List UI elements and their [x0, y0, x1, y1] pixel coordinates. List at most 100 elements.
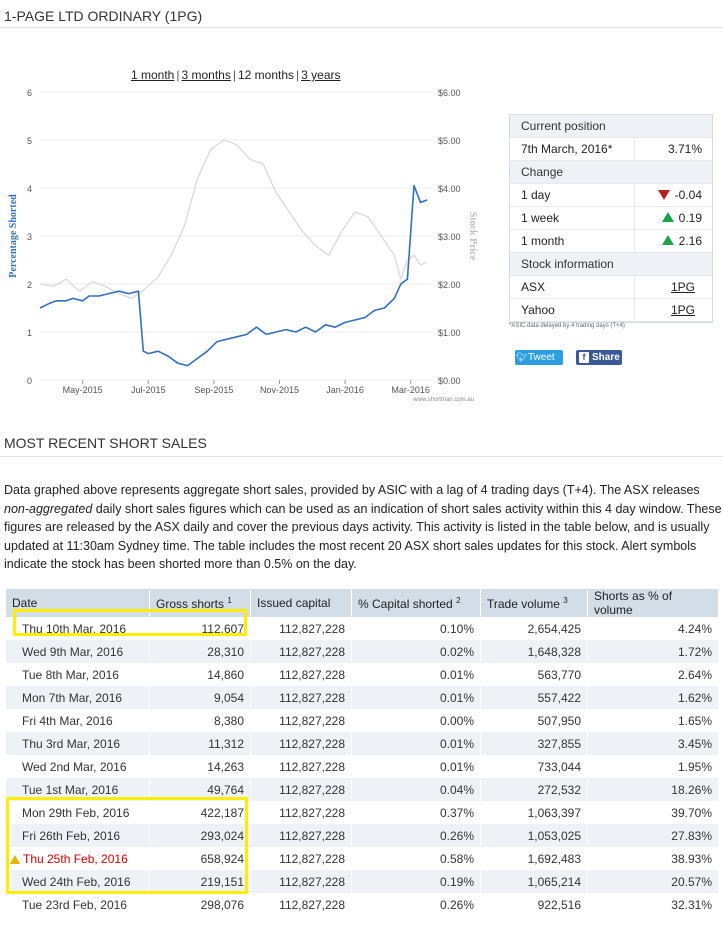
current-position-header: Current position: [510, 115, 712, 138]
issued-capital-cell: 112,827,228: [250, 709, 352, 732]
y2-tick-label: $4.00: [438, 184, 461, 194]
yahoo-link[interactable]: 1PG: [634, 298, 712, 322]
bird-icon: 🐦︎: [515, 352, 528, 362]
y-tick-label: 5: [27, 136, 32, 146]
range-link-12-months[interactable]: 12 months: [237, 68, 295, 82]
table-row: Tue 23rd Feb, 2016 298,076 112,827,228 0.26…: [6, 893, 719, 916]
y2-tick-label: $0.00: [438, 376, 461, 386]
stock-info-header: Stock information: [510, 252, 712, 276]
short-sales-table: Date Gross shorts 1 Issued capital % Cap…: [6, 589, 719, 916]
change-value-1-month: 2.16: [634, 229, 712, 253]
date-cell: Tue 8th Mar, 2016: [6, 663, 150, 686]
gross-shorts-cell: 658,924: [149, 847, 251, 870]
capital-shorted-cell: 0.04%: [351, 778, 481, 801]
gross-shorts-cell: 14,860: [149, 663, 251, 686]
shorts-pct-volume-cell: 2.64%: [587, 663, 719, 686]
table-row: Tue 1st Mar, 2016 49,764 112,827,228 0.04% 2…: [6, 778, 719, 801]
y2-axis-label: Stock Price: [467, 212, 478, 261]
change-value-1-week: 0.19: [634, 206, 712, 230]
x-tick-label: Jul-2015: [131, 385, 166, 395]
y-tick-label: 3: [27, 232, 32, 242]
change-label-1-week: 1 week: [510, 206, 635, 230]
table-row: Mon 7th Mar, 2016 9,054 112,827,228 0.01% 55…: [6, 686, 719, 709]
date-cell: Wed 2nd Mar, 2016: [6, 755, 150, 778]
y2-tick-label: $1.00: [438, 328, 461, 338]
issued-capital-cell: 112,827,228: [250, 847, 352, 870]
section-divider: [0, 456, 723, 457]
capital-shorted-cell: 0.00%: [351, 709, 481, 732]
table-row: Tue 8th Mar, 2016 14,860 112,827,228 0.01% 5…: [6, 663, 719, 686]
range-separator: |: [296, 68, 300, 82]
trade-volume-cell: 272,532: [480, 778, 588, 801]
gross-shorts-cell: 9,054: [149, 686, 251, 709]
date-cell: Tue 23rd Feb, 2016: [6, 893, 150, 916]
series-line-percentage-shorted: [39, 184, 428, 367]
trade-volume-cell: 1,065,214: [480, 870, 588, 893]
issued-capital-cell: 112,827,228: [250, 893, 352, 916]
shorts-pct-volume-cell: 20.57%: [587, 870, 719, 893]
column-header-capital-shorted: % Capital shorted 2: [351, 589, 481, 617]
tweet-label: Tweet: [528, 352, 555, 363]
issued-capital-cell: 112,827,228: [250, 778, 352, 801]
short-position-chart: 0 $0.00 1 $1.00 2 $2.00 3 $3.00 4 $4.00 5 $5.00 6 $6.…: [8, 88, 478, 403]
arrow-up-icon: [661, 235, 674, 245]
shorts-pct-volume-cell: 1.62%: [587, 686, 719, 709]
y-tick-label: 0: [27, 376, 32, 386]
table-row: Thu 25th Feb, 2016 658,924 112,827,228 0.58…: [6, 847, 719, 870]
column-header-gross-shorts: Gross shorts 1: [149, 589, 251, 617]
issued-capital-cell: 112,827,228: [250, 732, 352, 755]
trade-volume-cell: 1,648,328: [480, 640, 588, 663]
change-value-1-day: -0.04: [634, 183, 712, 207]
table-row: Fri 26th Feb, 2016 293,024 112,827,228 0.26…: [6, 824, 719, 847]
shorts-pct-volume-cell: 38.93%: [587, 847, 719, 870]
current-value: 3.71%: [634, 137, 712, 161]
issued-capital-cell: 112,827,228: [250, 870, 352, 893]
series-line-stock-price: [39, 139, 428, 300]
yahoo-label: Yahoo: [510, 298, 635, 322]
trade-volume-cell: 922,516: [480, 893, 588, 916]
change-number: -0.04: [674, 188, 702, 202]
y-axis-label: Percentage Shorted: [8, 194, 19, 278]
range-link-3-years[interactable]: 3 years: [301, 68, 341, 82]
position-panel: Current position 7th March, 2016* 3.71% …: [509, 114, 713, 323]
change-label-1-day: 1 day: [510, 183, 635, 207]
asic-delay-note: *ASIC data delayed by 4 trading days (T+…: [509, 323, 625, 329]
date-cell: Mon 7th Mar, 2016: [6, 686, 150, 709]
shorts-pct-volume-cell: 32.31%: [587, 893, 719, 916]
date-cell: Wed 24th Feb, 2016: [6, 870, 150, 893]
issued-capital-cell: 112,827,228: [250, 686, 352, 709]
y2-tick-label: $5.00: [438, 136, 461, 146]
range-link-3-months[interactable]: 3 months: [181, 68, 231, 82]
range-link-1-month[interactable]: 1 month: [131, 68, 175, 82]
shorts-pct-volume-cell: 3.45%: [587, 732, 719, 755]
x-tick-label: Nov-2015: [260, 385, 299, 395]
x-tick-label: Jan-2016: [326, 385, 364, 395]
description-text: Data graphed above represents aggregate …: [4, 483, 700, 497]
trade-volume-cell: 563,770: [480, 663, 588, 686]
trade-volume-cell: 1,063,397: [480, 801, 588, 824]
date-cell: Tue 1st Mar, 2016: [6, 778, 150, 801]
shorts-pct-volume-cell: 4.24%: [587, 617, 719, 640]
arrow-down-icon: [657, 190, 670, 200]
gross-shorts-cell: 11,312: [149, 732, 251, 755]
table-row: Wed 2nd Mar, 2016 14,263 112,827,228 0.01% 7…: [6, 755, 719, 778]
gross-shorts-cell: 298,076: [149, 893, 251, 916]
table-row: Wed 9th Mar, 2016 28,310 112,827,228 0.02% 1…: [6, 640, 719, 663]
asx-link[interactable]: 1PG: [634, 275, 712, 299]
change-number: 0.19: [678, 211, 702, 225]
change-label-1-month: 1 month: [510, 229, 635, 253]
date-cell: Wed 9th Mar, 2016: [6, 640, 150, 663]
tweet-button[interactable]: 🐦︎Tweet: [515, 350, 563, 365]
date-cell: Thu 3rd Mar, 2016: [6, 732, 150, 755]
issued-capital-cell: 112,827,228: [250, 755, 352, 778]
watermark-text: www.shortman.com.au: [412, 397, 474, 403]
capital-shorted-cell: 0.26%: [351, 893, 481, 916]
capital-shorted-cell: 0.01%: [351, 755, 481, 778]
change-number: 2.16: [678, 234, 702, 248]
share-button[interactable]: f Share: [576, 350, 622, 365]
title-divider: [0, 27, 723, 28]
description-emphasis: non-aggregated: [4, 501, 93, 516]
trade-volume-cell: 557,422: [480, 686, 588, 709]
trade-volume-cell: 507,950: [480, 709, 588, 732]
shorts-pct-volume-cell: 1.72%: [587, 640, 719, 663]
